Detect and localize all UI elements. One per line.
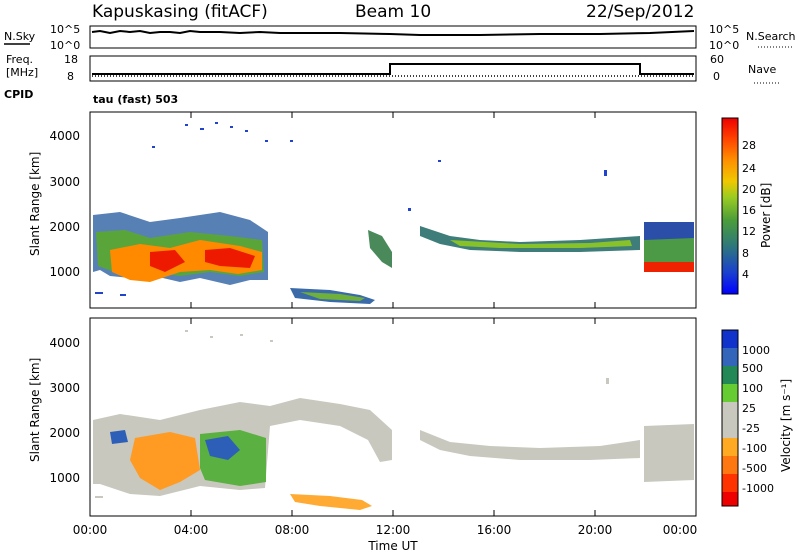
vel-cbar-seg-8 <box>722 474 738 492</box>
freq-panel-frame <box>89 55 697 82</box>
power-ytick-1000: 1000 <box>49 265 80 279</box>
nsearch-tick-top: 10^5 <box>709 23 739 36</box>
beam-title: Beam 10 <box>355 2 431 22</box>
nsearch-label: N.Search <box>746 30 796 43</box>
vel-cbar-tick-m25: -25 <box>742 422 760 435</box>
velocity-ytick-3000: 3000 <box>49 381 80 395</box>
velocity-blob-orange <box>130 432 200 490</box>
power-colorbar <box>721 117 739 295</box>
power-cbar-tick-16: 16 <box>742 204 756 217</box>
nsky-label: N.Sky <box>4 30 36 43</box>
nave-tick-top: 60 <box>710 53 724 66</box>
vel-cbar-seg-2 <box>722 366 738 384</box>
velocity-ytick-2000: 2000 <box>49 426 80 440</box>
velocity-blob-midband <box>290 494 372 510</box>
velocity-ytick-1000: 1000 <box>49 471 80 485</box>
xlabel: Time UT <box>367 539 418 553</box>
power-cbar-label: Power [dB] <box>759 183 773 248</box>
nave-tick-bottom: 0 <box>713 70 720 83</box>
power-panel: Slant Range [km] 4000 3000 2000 1000 <box>28 111 697 309</box>
power-blob-late-band <box>420 226 640 252</box>
power-blob-1130 <box>368 230 392 268</box>
xtick-0400: 04:00 <box>174 523 209 537</box>
velocity-blob-end <box>644 424 694 482</box>
nave-label: Nave <box>748 63 776 76</box>
xtick-1200: 12:00 <box>376 523 411 537</box>
date-title: 22/Sep/2012 <box>586 2 694 22</box>
power-ylabel: Slant Range [km] <box>28 152 42 256</box>
axis-tick-marks <box>89 112 697 516</box>
xtick-0000-end: 00:00 <box>663 523 698 537</box>
vel-cbar-tick-m100: -100 <box>742 442 767 455</box>
vel-cbar-tick-m1000: -1000 <box>742 482 774 495</box>
vel-cbar-tick-100: 100 <box>742 382 763 395</box>
nsky-panel-frame <box>89 25 697 49</box>
vel-cbar-seg-9 <box>722 492 738 506</box>
velocity-blob-late-band <box>420 430 640 460</box>
velocity-blob-blue <box>110 430 240 460</box>
freq-tick-bottom: 8 <box>67 70 74 83</box>
nsky-tick-bottom: 10^0 <box>50 39 80 52</box>
freq-label: Freq. <box>6 53 33 66</box>
freq-trace <box>92 63 694 75</box>
vel-cbar-tick-25: 25 <box>742 402 756 415</box>
vel-cbar-frame <box>721 329 739 507</box>
vel-cbar-seg-1 <box>722 348 738 366</box>
vel-cbar-seg-6 <box>722 438 738 456</box>
power-cbar-tick-28: 28 <box>742 139 756 152</box>
power-cbar-tick-8: 8 <box>742 247 749 260</box>
vel-cbar-tick-500: 500 <box>742 362 763 375</box>
xtick-0800: 08:00 <box>275 523 310 537</box>
vel-cbar-tick-m500: -500 <box>742 462 767 475</box>
vel-cbar-tick-1000: 1000 <box>742 344 770 357</box>
power-blob-midband-green <box>300 292 365 301</box>
velocity-ylabel: Slant Range [km] <box>28 358 42 462</box>
power-blob-early-red <box>150 248 255 272</box>
velocity-panel: Slant Range [km] 4000 3000 2000 1000 <box>28 317 697 517</box>
power-blob-late-band-green <box>450 240 632 248</box>
velocity-blob-green <box>200 430 266 486</box>
power-image <box>93 122 694 304</box>
power-cbar-tick-4: 4 <box>742 268 749 281</box>
power-ytick-4000: 4000 <box>49 129 80 143</box>
nsky-trace <box>91 29 695 36</box>
freq-tick-top: 18 <box>64 53 78 66</box>
velocity-ytick-4000: 4000 <box>49 336 80 350</box>
vel-cbar-seg-3 <box>722 384 738 402</box>
cpid-label: CPID <box>4 88 33 101</box>
cpid-text: tau (fast) 503 <box>93 93 178 106</box>
power-blob-end-red <box>644 262 694 272</box>
vel-cbar-seg-5 <box>722 420 738 438</box>
xtick-0000: 00:00 <box>73 523 108 537</box>
nsky-tick-top: 10^5 <box>50 23 80 36</box>
xtick-1600: 16:00 <box>477 523 512 537</box>
power-cbar-tick-12: 12 <box>742 225 756 238</box>
velocity-colorbar <box>721 329 739 507</box>
vel-cbar-label: Velocity [m s⁻¹] <box>779 379 793 472</box>
freq-unit: [MHz] <box>6 66 38 79</box>
xtick-2000: 20:00 <box>578 523 613 537</box>
vel-cbar-seg-4 <box>722 402 738 420</box>
power-cbar-tick-24: 24 <box>742 162 756 175</box>
vel-cbar-seg-0 <box>722 330 738 348</box>
power-ytick-2000: 2000 <box>49 220 80 234</box>
velocity-image <box>93 330 694 510</box>
station-title: Kapuskasing (fitACF) <box>92 2 268 22</box>
power-cbar-tick-20: 20 <box>742 183 756 196</box>
vel-cbar-seg-7 <box>722 456 738 474</box>
nsearch-tick-bottom: 10^0 <box>709 39 739 52</box>
power-ytick-3000: 3000 <box>49 175 80 189</box>
